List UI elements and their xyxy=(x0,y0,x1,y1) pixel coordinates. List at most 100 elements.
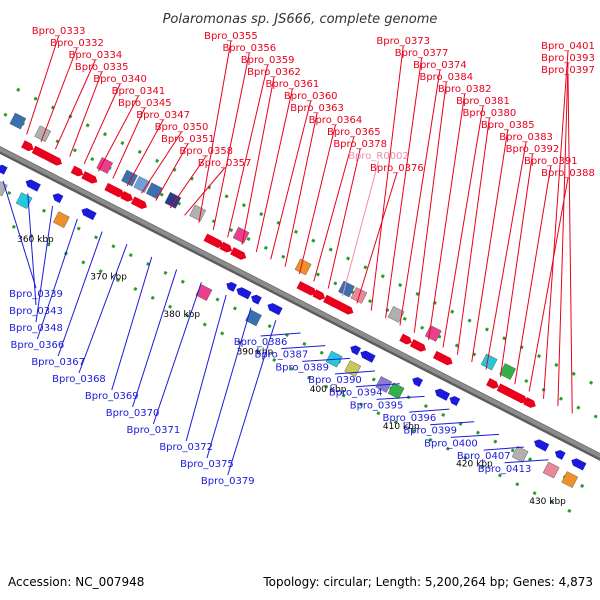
track-guide-dot xyxy=(202,322,207,327)
track-guide-dot xyxy=(224,194,229,199)
reverse-gene-arrow xyxy=(81,207,97,221)
gene-label: Bpro_0381 xyxy=(456,96,510,107)
gene-label: Bpro_0355 xyxy=(204,31,258,42)
gene-leader-line xyxy=(35,206,54,323)
track-guide-dot xyxy=(133,286,138,291)
track-guide-dot xyxy=(267,324,272,329)
gene-leader-line xyxy=(185,294,227,442)
forward-gene-arrow xyxy=(323,294,340,308)
gene-leader-line xyxy=(270,100,312,260)
track-guide-dot xyxy=(293,229,299,234)
track-guide-dot xyxy=(371,377,376,382)
gene-label: Bpro_0363 xyxy=(290,103,344,114)
gene-leader-line xyxy=(327,148,361,289)
gene-leader-line xyxy=(485,141,527,370)
gene-label: Bpro_0386 xyxy=(234,337,288,348)
forward-gene-arrow xyxy=(296,281,317,296)
gene-leader-line xyxy=(298,124,336,275)
gene-leader-line xyxy=(409,408,450,413)
track-guide-dot xyxy=(259,212,264,217)
tick-label: 390 kbp xyxy=(237,347,274,357)
track-guide-dot xyxy=(76,226,81,231)
gene-function-block xyxy=(34,125,52,143)
tick-label: 370 kbp xyxy=(90,273,127,283)
gene-label: Bpro_0333 xyxy=(32,26,86,37)
track-guide-dot xyxy=(120,141,125,146)
gene-leader-line xyxy=(399,69,441,326)
track-guide-dot xyxy=(368,299,373,304)
track-guide-dot xyxy=(402,316,407,321)
gene-label: Bpro_0385 xyxy=(481,120,535,131)
gene-label: Bpro_0365 xyxy=(327,127,381,138)
track-guide-dot xyxy=(85,123,90,128)
gene-function-block xyxy=(52,211,70,228)
track-guide-dot xyxy=(185,313,190,318)
track-guide-dot xyxy=(215,297,220,302)
track-guide-dot xyxy=(306,375,311,380)
gene-leader-line xyxy=(112,107,146,179)
gene-label: Bpro_0384 xyxy=(419,72,473,83)
gene-label: Bpro_0397 xyxy=(541,65,595,76)
track-guide-dot xyxy=(3,112,8,117)
gene-leader-line xyxy=(36,218,78,340)
gene-leader-line xyxy=(155,143,189,201)
track-guide-dot xyxy=(593,414,598,419)
track-guide-dot xyxy=(510,448,515,453)
track-guide-dot xyxy=(528,457,533,462)
track-guide-dot xyxy=(359,402,364,407)
gene-leader-line xyxy=(132,269,178,408)
gene-label: Bpro_0357 xyxy=(198,158,252,169)
track-guide-dot xyxy=(302,341,307,346)
gene-leader-line xyxy=(111,256,153,391)
gene-leader-line xyxy=(334,370,376,375)
tick-label: 360 kbp xyxy=(17,235,54,245)
track-guide-dot xyxy=(497,473,502,478)
forward-gene-arrow xyxy=(523,397,536,408)
forward-gene-arrow xyxy=(203,233,224,248)
forward-gene-arrow xyxy=(230,247,247,260)
forward-gene-arrow xyxy=(120,191,133,202)
gene-label: Bpro_R0002 xyxy=(348,151,409,162)
gene-label: Bpro_0377 xyxy=(395,48,449,59)
track-guide-dot xyxy=(81,260,86,265)
track-guide-dot xyxy=(467,318,472,323)
track-guide-dot xyxy=(493,439,498,444)
track-guide-dot xyxy=(524,378,529,384)
gene-label: Bpro_0361 xyxy=(266,79,320,90)
gene-label: Bpro_0348 xyxy=(9,323,63,334)
track-guide-dot xyxy=(515,482,520,487)
track-guide-dot xyxy=(128,253,133,258)
gene-label: Bpro_0340 xyxy=(93,74,147,85)
gene-label: Bpro_0373 xyxy=(376,36,430,47)
gene-leader-line xyxy=(430,421,475,426)
track-guide-dot xyxy=(398,283,403,288)
gene-leader-line xyxy=(450,433,499,438)
gene-function-block xyxy=(499,363,517,380)
track-guide-dot xyxy=(41,208,46,213)
track-guide-dot xyxy=(207,185,212,190)
gene-leader-line xyxy=(83,83,121,165)
gene-label: Bpro_0401 xyxy=(541,41,595,52)
track-guide-dot xyxy=(7,191,12,196)
feature-tracks xyxy=(0,87,598,513)
gene-label: Bpro_0378 xyxy=(333,139,387,150)
track-guide-dot xyxy=(111,244,116,249)
tick-layer: 360 kbp 370 kbp 380 kbp 390 kbp 400 kbp 410 k… xyxy=(17,235,566,507)
gene-label: Bpro_0366 xyxy=(11,340,65,351)
gene-function-block xyxy=(0,179,8,197)
gene-label: Bpro_0370 xyxy=(106,408,160,419)
track-guide-dot xyxy=(98,269,103,274)
gene-label: Bpro_0388 xyxy=(541,168,595,179)
gene-label: Bpro_0364 xyxy=(309,115,363,126)
gene-label: Bpro_0390 xyxy=(308,375,362,386)
track-guide-dot xyxy=(333,281,338,286)
gene-leader-line xyxy=(370,45,404,311)
gene-leader-line xyxy=(206,307,252,459)
track-guide-dot xyxy=(441,412,446,417)
gene-label-layer: Bpro_0333Bpro_0332Bpro_0334Bpro_0335Bpro… xyxy=(2,26,595,487)
track-guide-dot xyxy=(272,357,277,362)
reverse-gene-arrow xyxy=(236,287,252,300)
forward-gene-arrow xyxy=(333,300,354,315)
tick-label: 420 kbp xyxy=(456,460,493,470)
gene-leader-line xyxy=(241,76,275,245)
